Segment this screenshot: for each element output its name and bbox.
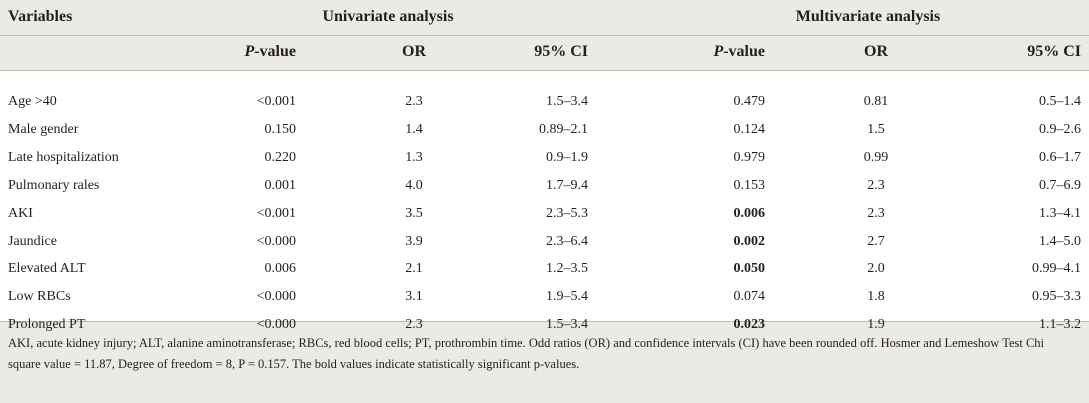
cell-multivariate-p: 0.479 <box>733 94 766 109</box>
cell-multivariate-p: 0.074 <box>733 289 766 304</box>
header-univariate: Univariate analysis <box>322 8 454 25</box>
cell-univariate-p: <0.000 <box>256 234 296 249</box>
p-italic: P <box>244 43 255 60</box>
cell-univariate-ci: 1.7–9.4 <box>546 178 588 193</box>
cell-univariate-ci: 1.2–3.5 <box>546 261 588 276</box>
cell-multivariate-or: 1.5 <box>867 122 885 137</box>
cell-univariate-p: 0.220 <box>264 150 297 165</box>
cell-univariate-ci: 2.3–6.4 <box>546 234 588 249</box>
header-multivariate: Multivariate analysis <box>795 8 941 25</box>
cell-multivariate-p: 0.002 <box>733 234 766 249</box>
cell-univariate-ci: 1.9–5.4 <box>546 289 588 304</box>
cell-univariate-ci: 1.5–3.4 <box>546 317 588 332</box>
header-bottom-rule <box>0 70 1089 71</box>
cell-variable: Prolonged PT <box>8 317 86 332</box>
cell-multivariate-p: 0.153 <box>733 178 766 193</box>
cell-multivariate-or: 2.3 <box>867 206 885 221</box>
cell-variable: Late hospitalization <box>8 150 119 165</box>
cell-univariate-or: 3.5 <box>405 206 423 221</box>
cell-multivariate-or: 1.8 <box>867 289 885 304</box>
cell-univariate-ci: 1.5–3.4 <box>546 94 588 109</box>
cell-univariate-or: 2.1 <box>405 261 423 276</box>
cell-univariate-ci: 0.89–2.1 <box>539 122 588 137</box>
cell-multivariate-or: 0.81 <box>863 94 889 109</box>
cell-univariate-or: 3.9 <box>405 234 423 249</box>
cell-univariate-p: <0.001 <box>256 94 296 109</box>
cell-multivariate-ci: 1.4–5.0 <box>1039 234 1081 249</box>
cell-variable: Low RBCs <box>8 289 71 304</box>
p-italic: P <box>713 43 724 60</box>
header-univariate-or: OR <box>402 43 426 60</box>
cell-univariate-or: 2.3 <box>405 317 423 332</box>
cell-multivariate-p: 0.124 <box>733 122 766 137</box>
cell-univariate-or: 1.4 <box>405 122 423 137</box>
cell-multivariate-or: 2.3 <box>867 178 885 193</box>
cell-univariate-ci: 0.9–1.9 <box>546 150 588 165</box>
cell-multivariate-p: 0.023 <box>733 317 766 332</box>
cell-multivariate-p: 0.006 <box>733 206 766 221</box>
cell-univariate-p: <0.000 <box>256 289 296 304</box>
cell-univariate-p: 0.150 <box>264 122 297 137</box>
header-variables: Variables <box>8 8 73 25</box>
cell-multivariate-ci: 1.3–4.1 <box>1039 206 1081 221</box>
cell-multivariate-ci: 0.6–1.7 <box>1039 150 1081 165</box>
header-multivariate-p: P-value <box>713 42 765 62</box>
cell-univariate-p: 0.001 <box>264 178 297 193</box>
header-divider <box>0 35 1089 36</box>
cell-univariate-or: 1.3 <box>405 150 423 165</box>
cell-multivariate-or: 1.9 <box>867 317 885 332</box>
cell-univariate-p: <0.000 <box>256 317 296 332</box>
cell-multivariate-p: 0.050 <box>733 261 766 276</box>
p-suffix: -value <box>723 43 765 60</box>
cell-univariate-p: 0.006 <box>264 261 297 276</box>
header-multivariate-ci: 95% CI <box>1027 43 1081 60</box>
cell-multivariate-ci: 0.95–3.3 <box>1032 289 1081 304</box>
cell-multivariate-p: 0.979 <box>733 150 766 165</box>
cell-variable: Pulmonary rales <box>8 178 100 193</box>
cell-multivariate-or: 0.99 <box>863 150 889 165</box>
cell-variable: AKI <box>8 206 33 221</box>
header-univariate-ci: 95% CI <box>534 43 588 60</box>
cell-variable: Elevated ALT <box>8 261 86 276</box>
cell-variable: Jaundice <box>8 234 57 249</box>
cell-multivariate-ci: 0.5–1.4 <box>1039 94 1081 109</box>
cell-multivariate-ci: 1.1–3.2 <box>1039 317 1081 332</box>
cell-univariate-ci: 2.3–5.3 <box>546 206 588 221</box>
cell-variable: Age >40 <box>8 94 57 109</box>
cell-multivariate-ci: 0.9–2.6 <box>1039 122 1081 137</box>
cell-variable: Male gender <box>8 122 79 137</box>
cell-univariate-or: 2.3 <box>405 94 423 109</box>
footnote-band <box>0 321 1089 403</box>
table-bottom-rule <box>0 321 1089 322</box>
cell-univariate-or: 3.1 <box>405 289 423 304</box>
cell-multivariate-ci: 0.99–4.1 <box>1032 261 1081 276</box>
cell-multivariate-ci: 0.7–6.9 <box>1039 178 1081 193</box>
header-univariate-p: P-value <box>244 42 296 62</box>
cell-multivariate-or: 2.7 <box>867 234 885 249</box>
cell-univariate-or: 4.0 <box>405 178 423 193</box>
cell-multivariate-or: 2.0 <box>867 261 885 276</box>
table-footnote: AKI, acute kidney injury; ALT, alanine a… <box>8 336 1045 371</box>
header-multivariate-or: OR <box>864 43 888 60</box>
cell-univariate-p: <0.001 <box>256 206 296 221</box>
p-suffix: -value <box>254 43 296 60</box>
